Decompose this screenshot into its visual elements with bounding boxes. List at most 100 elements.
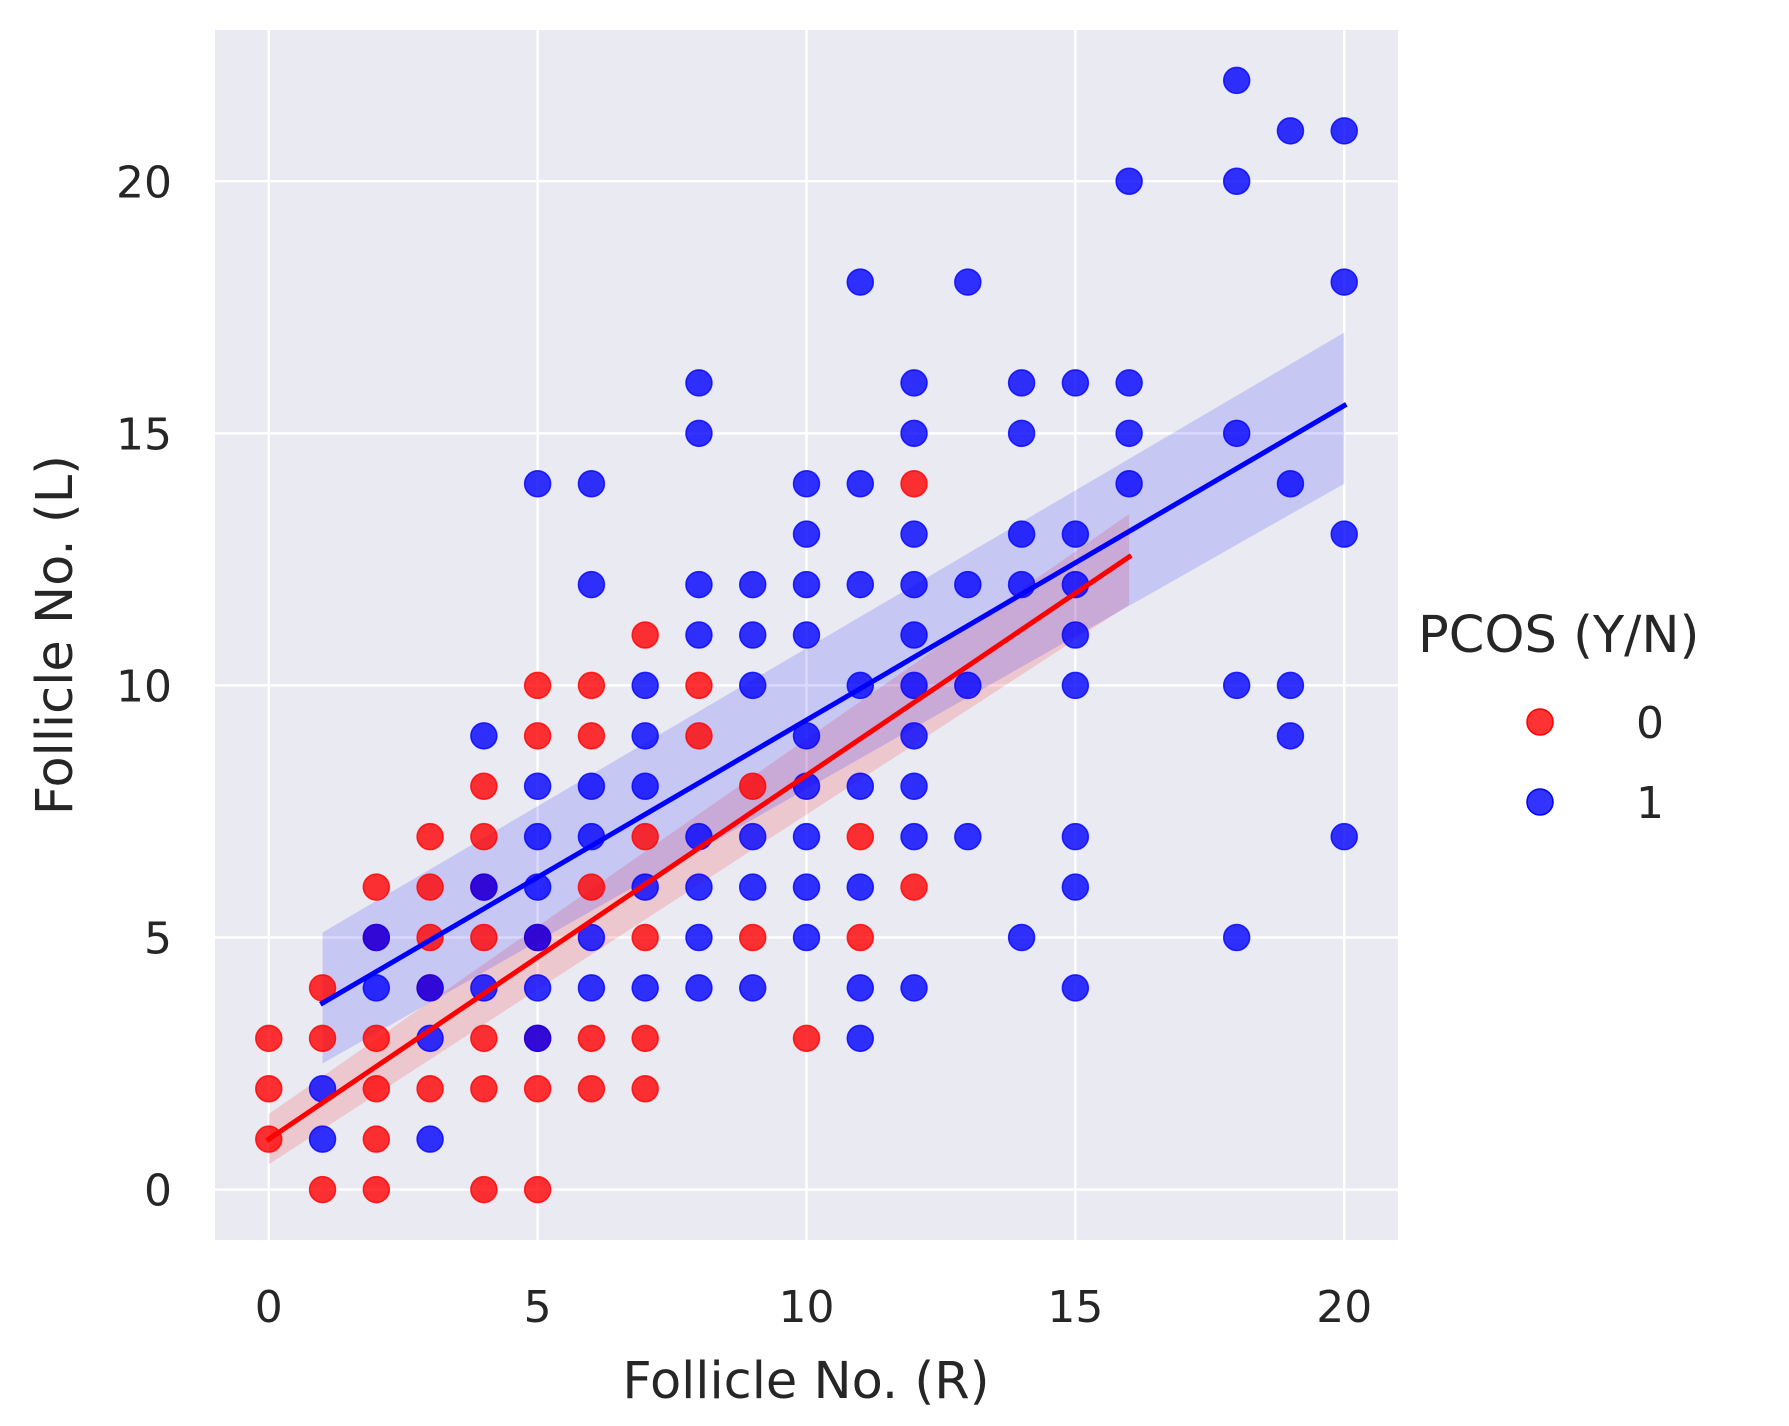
x-tick-label: 10	[779, 1282, 835, 1333]
data-point-1	[1061, 873, 1090, 901]
data-point-1	[900, 772, 928, 800]
data-point-1	[792, 520, 821, 548]
y-axis-label: Follicle No. (L)	[26, 455, 85, 815]
data-point-1	[1276, 722, 1305, 750]
data-point-0	[523, 671, 552, 700]
data-point-1	[685, 621, 713, 649]
data-point-1	[1276, 671, 1305, 700]
data-point-1	[900, 671, 928, 700]
legend-label-1: 1	[1636, 778, 1664, 829]
data-point-0	[631, 923, 659, 952]
data-point-1	[846, 570, 875, 599]
data-point-1	[738, 671, 767, 700]
data-point-1	[792, 822, 821, 851]
data-point-1	[738, 570, 767, 599]
legend-marker-1	[1526, 788, 1554, 816]
data-point-1	[577, 470, 606, 498]
data-point-1	[900, 822, 928, 851]
data-point-0	[470, 1175, 498, 1204]
y-tick-label: 20	[116, 157, 172, 208]
data-point-1	[1222, 671, 1251, 700]
legend-title: PCOS (Y/N)	[1418, 606, 1699, 665]
data-point-0	[577, 1075, 606, 1103]
data-point-1	[416, 974, 444, 1002]
data-point-1	[1115, 419, 1143, 448]
data-point-1	[900, 369, 928, 397]
data-point-1	[577, 570, 606, 599]
data-point-0	[255, 1024, 283, 1053]
data-point-0	[523, 1175, 552, 1204]
data-point-1	[1061, 974, 1090, 1002]
data-point-0	[416, 1075, 444, 1103]
data-point-1	[1061, 369, 1090, 397]
data-point-1	[738, 873, 767, 901]
data-point-0	[631, 1075, 659, 1103]
data-point-1	[685, 923, 713, 952]
data-point-0	[523, 1075, 552, 1103]
data-point-1	[1222, 923, 1251, 952]
data-point-1	[954, 570, 982, 599]
data-point-1	[1222, 66, 1251, 95]
data-point-1	[631, 772, 659, 800]
data-point-0	[900, 470, 928, 498]
data-point-0	[738, 923, 767, 952]
data-point-1	[685, 974, 713, 1002]
data-point-0	[577, 671, 606, 700]
data-point-1	[846, 470, 875, 498]
data-point-0	[362, 1175, 391, 1204]
data-point-0	[255, 1075, 283, 1103]
regression-line-0	[265, 553, 1133, 1143]
data-point-0	[900, 873, 928, 901]
data-point-1	[362, 974, 391, 1002]
data-point-1	[900, 722, 928, 750]
regression-line-1	[319, 402, 1348, 1007]
data-point-0	[362, 873, 391, 901]
legend-label-0: 0	[1636, 698, 1664, 749]
fit-lines	[265, 402, 1348, 1143]
data-point-1	[846, 873, 875, 901]
data-point-1	[900, 621, 928, 649]
data-point-0	[470, 1024, 498, 1053]
data-point-1	[685, 570, 713, 599]
data-point-1	[1007, 369, 1036, 397]
confidence-band-1	[322, 332, 1345, 1064]
x-tick-label: 15	[1047, 1282, 1103, 1333]
data-point-0	[416, 873, 444, 901]
data-point-1	[523, 1024, 552, 1053]
data-point-1	[1330, 268, 1358, 296]
data-point-1	[523, 923, 552, 952]
data-point-1	[792, 873, 821, 901]
y-tick-labels: 0 5 10 15 20	[116, 157, 172, 1216]
data-point-1	[523, 974, 552, 1002]
data-point-0	[470, 1075, 498, 1103]
data-point-1	[900, 570, 928, 599]
data-point-0	[738, 772, 767, 800]
y-tick-label: 5	[144, 914, 172, 965]
data-point-1	[954, 268, 982, 296]
data-point-1	[846, 974, 875, 1002]
x-tick-label: 5	[524, 1282, 552, 1333]
data-point-1	[631, 722, 659, 750]
x-tick-label: 0	[255, 1282, 283, 1333]
data-point-1	[1061, 822, 1090, 851]
data-point-0	[416, 822, 444, 851]
data-point-0	[470, 822, 498, 851]
data-point-1	[523, 822, 552, 851]
data-point-1	[1061, 621, 1090, 649]
data-point-1	[523, 470, 552, 498]
data-point-1	[792, 621, 821, 649]
data-point-1	[308, 1125, 337, 1153]
data-point-0	[362, 1125, 391, 1153]
data-point-1	[1276, 470, 1305, 498]
data-point-1	[523, 772, 552, 800]
legend: PCOS (Y/N) 0 1	[1418, 606, 1699, 829]
data-point-1	[738, 822, 767, 851]
data-point-1	[577, 772, 606, 800]
data-point-0	[470, 923, 498, 952]
y-tick-label: 10	[116, 661, 172, 712]
y-tick-label: 0	[144, 1166, 172, 1217]
data-point-1	[685, 419, 713, 448]
data-point-0	[631, 1024, 659, 1053]
data-point-1	[738, 621, 767, 649]
